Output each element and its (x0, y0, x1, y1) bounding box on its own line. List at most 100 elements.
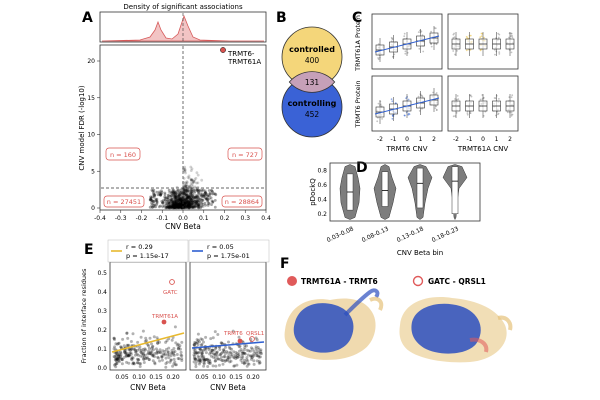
c-point (456, 95, 459, 97)
e-point (199, 348, 202, 351)
volcano-point (197, 204, 201, 208)
volcano-point (194, 196, 198, 199)
volcano-point (190, 178, 193, 182)
e-point (203, 359, 207, 363)
volcano-point (190, 198, 193, 202)
c-point (511, 113, 514, 116)
volcano-point (170, 206, 173, 210)
volcano-point (173, 201, 176, 205)
volcano-point (191, 205, 195, 209)
volcano-point (172, 201, 176, 204)
volcano-point (174, 202, 178, 206)
volcano-point (178, 194, 182, 197)
volcano-point (204, 197, 208, 201)
volcano-point (189, 202, 193, 206)
volcano-point (173, 200, 177, 203)
volcano-point (166, 193, 170, 197)
volcano-point (185, 196, 189, 200)
volcano-point (185, 203, 189, 207)
f1-protein-a (293, 303, 354, 353)
volcano-point (184, 197, 187, 201)
volcano-point (197, 190, 200, 194)
panel-label-f: F (280, 256, 290, 272)
volcano-point (196, 191, 200, 194)
volcano-point (188, 203, 192, 207)
c-subplot-tr (447, 13, 519, 70)
e-point (241, 351, 245, 355)
volcano-point (175, 205, 179, 209)
volcano-point (196, 188, 199, 192)
volcano-point (188, 206, 192, 210)
volcano-point (189, 200, 192, 204)
e-point (130, 356, 134, 360)
volcano-point (167, 205, 171, 209)
volcano-point (199, 193, 203, 197)
e-point (138, 365, 142, 368)
volcano-point (172, 190, 176, 194)
e-point (220, 355, 223, 359)
volcano-point (171, 190, 174, 194)
volcano-point (165, 206, 169, 210)
e-point (170, 351, 174, 355)
volcano-point (183, 165, 187, 169)
volcano-point (194, 196, 198, 199)
e-point (123, 350, 127, 354)
volcano-point (170, 196, 174, 200)
volcano-point (186, 196, 189, 199)
volcano-point (183, 185, 187, 189)
e-point (130, 347, 134, 351)
volcano-point (177, 199, 181, 203)
volcano-point (155, 197, 159, 201)
e-point (135, 348, 139, 352)
e-point (237, 352, 241, 356)
volcano-point (170, 205, 174, 209)
e-point (202, 364, 206, 368)
e-point (142, 357, 146, 361)
e-point (150, 345, 154, 349)
volcano-y-tick-label: 15 (87, 95, 95, 102)
volcano-point (175, 202, 179, 206)
volcano-point (177, 197, 181, 201)
volcano-point (172, 205, 176, 209)
volcano-point (173, 206, 177, 209)
e-point (245, 364, 249, 368)
e-point (252, 349, 256, 353)
venn-controlled-label: controlled (289, 45, 335, 54)
e-point (219, 341, 223, 345)
volcano-point (179, 199, 183, 203)
panel-label-c: C (352, 10, 362, 26)
volcano-point (200, 197, 204, 201)
volcano-point (197, 196, 201, 199)
e-point (221, 362, 225, 366)
e-point (168, 360, 172, 364)
volcano-point (164, 206, 168, 210)
volcano-point (186, 203, 190, 207)
volcano-point (178, 193, 181, 197)
e-point (164, 340, 168, 344)
e-x-tick-label: 0.05 (115, 374, 129, 381)
volcano-point (195, 194, 199, 198)
e-point (195, 338, 199, 342)
volcano-point (174, 198, 178, 202)
volcano-point (184, 203, 188, 207)
volcano-point (174, 203, 178, 207)
volcano-point (188, 199, 192, 203)
volcano-point (186, 196, 190, 200)
volcano-point (183, 190, 187, 194)
volcano-point (150, 188, 154, 192)
volcano-point (173, 204, 177, 207)
volcano-point (205, 192, 209, 196)
volcano-point (187, 202, 190, 206)
e-point (142, 361, 146, 364)
volcano-point (204, 193, 208, 197)
volcano-point (179, 203, 183, 206)
d-box (381, 171, 389, 207)
volcano-point (150, 201, 153, 205)
volcano-point (159, 192, 163, 196)
e-point (194, 357, 197, 361)
volcano-point (186, 195, 190, 199)
volcano-point (171, 200, 175, 204)
volcano-point (182, 168, 185, 172)
volcano-point (174, 192, 178, 196)
volcano-point (183, 206, 186, 209)
